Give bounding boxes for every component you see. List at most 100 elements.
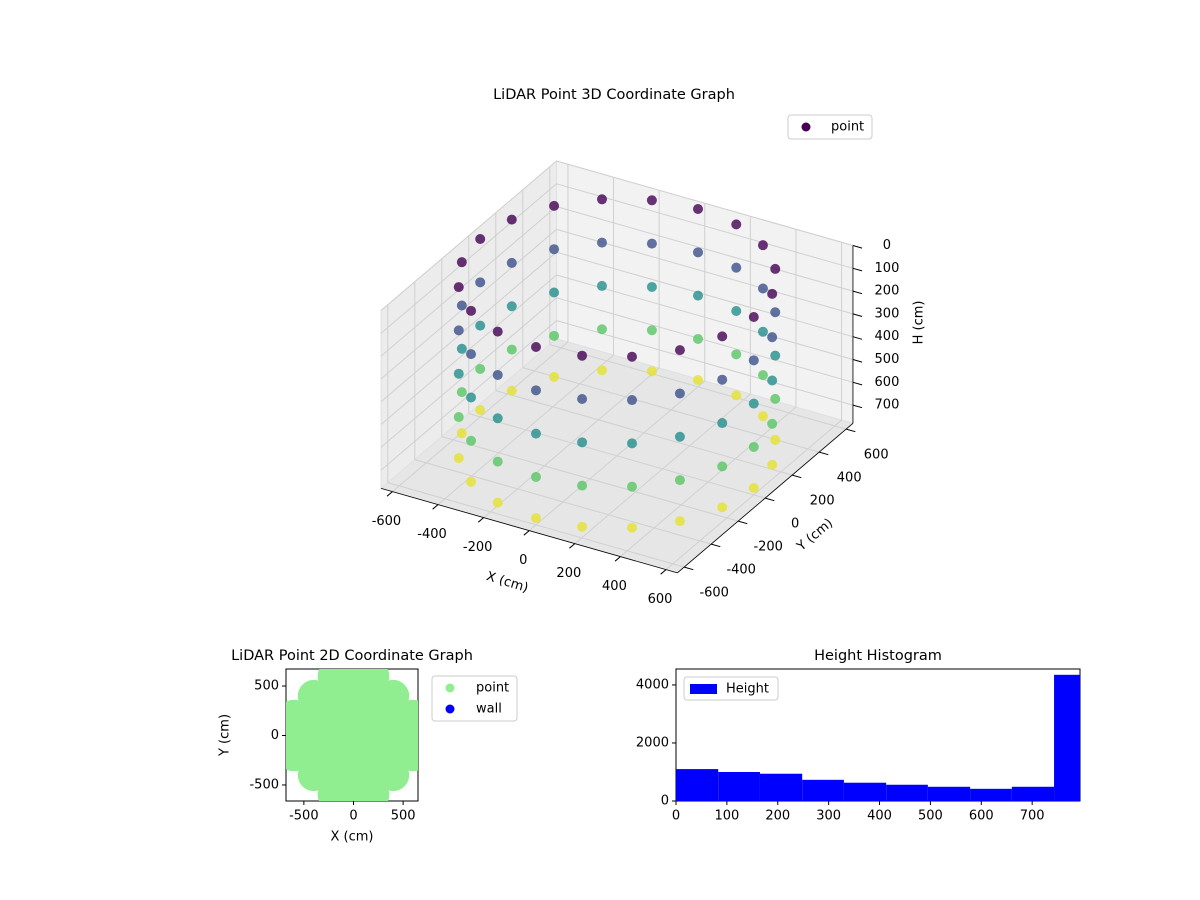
point bbox=[767, 418, 778, 429]
bar bbox=[1054, 674, 1080, 801]
legend-label: point bbox=[831, 120, 864, 135]
y-axis-line bbox=[677, 423, 854, 574]
point bbox=[646, 366, 657, 377]
point bbox=[466, 305, 477, 316]
bar bbox=[759, 773, 803, 801]
point bbox=[549, 371, 560, 382]
point bbox=[767, 375, 778, 386]
point bbox=[456, 257, 467, 268]
point bbox=[531, 471, 541, 482]
grid-line bbox=[468, 413, 766, 499]
point bbox=[377, 679, 410, 712]
grid-line bbox=[380, 183, 557, 334]
bar bbox=[1011, 786, 1055, 801]
y-tick-label: 200 bbox=[810, 494, 835, 509]
point bbox=[577, 350, 588, 361]
y-tick-label: 0 bbox=[791, 517, 799, 532]
bar bbox=[970, 788, 1012, 801]
x-tick-label: -200 bbox=[463, 540, 493, 555]
point bbox=[770, 307, 781, 318]
z-tick-label: 0 bbox=[883, 238, 891, 253]
point bbox=[475, 405, 486, 415]
tick-mark bbox=[523, 530, 530, 536]
x-tick-label: 600 bbox=[648, 592, 673, 607]
z-tick-label: 200 bbox=[875, 284, 900, 299]
tick-mark bbox=[660, 569, 667, 575]
tick-mark bbox=[852, 313, 863, 317]
point bbox=[397, 699, 418, 732]
grid-line bbox=[380, 251, 557, 403]
point bbox=[748, 398, 759, 409]
point bbox=[717, 331, 728, 342]
point bbox=[646, 195, 657, 206]
point bbox=[748, 312, 759, 322]
x-tick-label: 300 bbox=[816, 809, 841, 824]
grid-line bbox=[556, 274, 854, 360]
point bbox=[466, 349, 477, 360]
chart-title: LiDAR Point 3D Coordinate Graph bbox=[493, 87, 735, 103]
point bbox=[770, 350, 781, 361]
x-tick-label: 200 bbox=[556, 566, 581, 581]
grid-line bbox=[556, 320, 854, 406]
chart-histogram: 0 100 200 300 400 500 600 700 0 2000 4000 Height Hi… bbox=[636, 648, 1081, 824]
legend-marker bbox=[801, 122, 811, 132]
point bbox=[717, 418, 728, 429]
point bbox=[731, 219, 742, 230]
point bbox=[596, 194, 607, 205]
point bbox=[456, 428, 467, 439]
y-tick-label: 0 bbox=[661, 794, 669, 809]
y-tick-label: 0 bbox=[271, 728, 279, 743]
tick-mark bbox=[792, 474, 802, 479]
point bbox=[627, 395, 638, 406]
point bbox=[492, 326, 503, 337]
chart-title: Height Histogram bbox=[814, 648, 942, 664]
tick-mark bbox=[846, 428, 856, 433]
point bbox=[693, 247, 703, 258]
point bbox=[577, 394, 588, 405]
z-tick-label: 500 bbox=[875, 352, 900, 367]
point bbox=[577, 437, 588, 448]
point bbox=[731, 349, 742, 360]
point bbox=[757, 240, 768, 251]
point bbox=[757, 411, 768, 422]
grid-line bbox=[556, 160, 854, 246]
point bbox=[770, 393, 781, 404]
point bbox=[674, 475, 685, 486]
point bbox=[577, 521, 588, 532]
point bbox=[475, 363, 486, 374]
point bbox=[757, 283, 768, 294]
point bbox=[466, 392, 477, 403]
point bbox=[646, 281, 657, 292]
legend-marker bbox=[445, 683, 455, 693]
z-tick-label: 600 bbox=[875, 375, 900, 390]
x-tick-label: 0 bbox=[672, 809, 680, 824]
point bbox=[693, 204, 703, 214]
point bbox=[456, 300, 467, 311]
point bbox=[577, 480, 588, 491]
legend-label: wall bbox=[476, 702, 502, 717]
x-tick-label: 600 bbox=[969, 809, 994, 824]
point bbox=[456, 387, 467, 398]
point bbox=[492, 456, 503, 467]
point bbox=[757, 370, 768, 381]
y-tick-label: -400 bbox=[726, 563, 756, 578]
bar bbox=[886, 784, 928, 801]
legend-box bbox=[683, 676, 779, 701]
y-tick-label: -500 bbox=[249, 777, 279, 792]
point bbox=[506, 301, 517, 312]
point bbox=[475, 234, 486, 244]
legend-marker bbox=[690, 684, 717, 694]
bar bbox=[718, 771, 760, 801]
x-axis-line bbox=[380, 487, 678, 574]
z-tick-label: 400 bbox=[875, 329, 900, 344]
y-tick-label: 4000 bbox=[636, 677, 669, 692]
point bbox=[506, 385, 517, 396]
x-axis-label: X (cm) bbox=[484, 569, 530, 596]
y-tick-label: 600 bbox=[864, 448, 889, 463]
x-tick-label: 100 bbox=[714, 809, 739, 824]
point bbox=[453, 453, 464, 464]
point bbox=[748, 355, 759, 366]
x-tick-label: 700 bbox=[1020, 809, 1045, 824]
grid-line bbox=[387, 482, 685, 568]
x-tick-label: 0 bbox=[349, 809, 357, 824]
